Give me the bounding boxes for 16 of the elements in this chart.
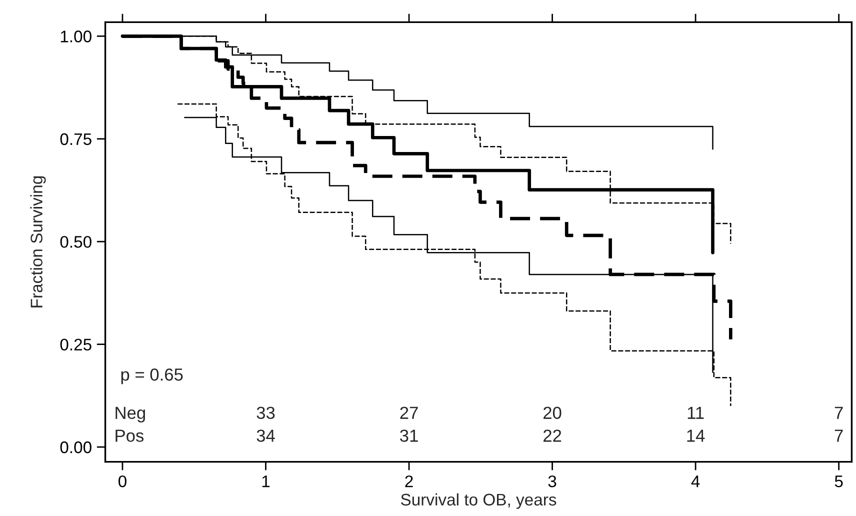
y-tick-label: 0.00 <box>60 441 92 454</box>
x-axis-title: Survival to OB, years <box>400 493 556 509</box>
x-tick-label: 5 <box>834 476 843 488</box>
x-tick-label: 0 <box>118 475 126 488</box>
y-tick-label: 0.75 <box>60 133 92 146</box>
y-tick-label: 0.50 <box>60 236 92 248</box>
x-tick-label: 4 <box>691 476 700 488</box>
annotation: p = 0.65 <box>121 368 183 384</box>
y-tick-label: 0.25 <box>60 338 92 351</box>
x-tick-label: 2 <box>405 475 413 488</box>
y-tick-label: 1.00 <box>60 30 92 42</box>
y-axis-title: Fraction Surviving <box>30 176 46 308</box>
x-tick-label: 3 <box>548 475 556 488</box>
text: Neg 33 27 20 11 7 <box>116 406 843 422</box>
x-tick-label: 1 <box>262 476 270 488</box>
text: Pos 34 31 22 14 7 <box>116 430 843 442</box>
